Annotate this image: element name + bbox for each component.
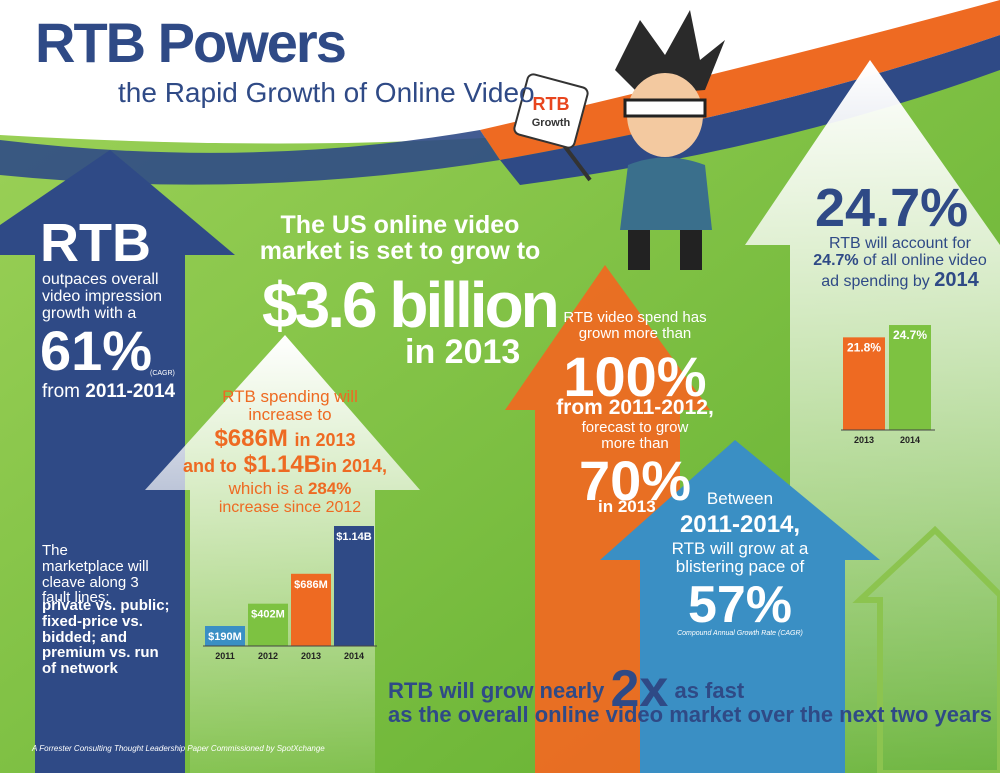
character — [615, 10, 725, 270]
figure: $686M — [214, 425, 288, 452]
spend-figure-2: 70% — [578, 449, 692, 512]
spend-lead: RTB video spend has grown more than — [563, 309, 707, 342]
badge-bottom: Growth — [532, 117, 571, 129]
bar — [291, 573, 331, 646]
spend-figure-1: 100% — [563, 345, 707, 408]
subtitle: the Rapid Growth of Online Video — [118, 77, 535, 108]
category-label: 2012 — [258, 651, 278, 661]
category-label: 2011 — [215, 651, 235, 661]
category-label: 2013 — [301, 651, 321, 661]
pace-note: Compound Annual Growth Rate (CAGR) — [677, 630, 803, 637]
impressions-figure: 61% — [40, 319, 153, 382]
spend-period: from 2011-2012, — [556, 396, 714, 419]
lead: RTB will grow nearly — [388, 678, 605, 703]
tail: as fast — [674, 678, 745, 703]
footer: A Forrester Consulting Thought Leadershi… — [32, 744, 325, 753]
marketplace-text: The marketplace will cleave along 3 faul… — [42, 542, 149, 607]
impressions-note: (CAGR) — [150, 370, 175, 377]
blue-arrow — [600, 440, 880, 773]
badge-top: RTB — [533, 94, 570, 114]
bar-label: $686M — [294, 579, 328, 591]
text: of all online video ad spending by — [821, 251, 987, 290]
which: which is a — [228, 479, 304, 498]
bar — [248, 603, 288, 646]
title: RTB Powers — [35, 11, 347, 74]
bottom-line-1: RTB will grow nearly 2x as fast — [388, 662, 744, 717]
white-arrow-center — [145, 335, 420, 773]
category-label: 2014 — [900, 435, 920, 445]
bar-label: $190M — [208, 631, 242, 643]
period: 2011-2014 — [85, 381, 176, 402]
year: in 2014, — [321, 456, 388, 476]
pace-lead: Between — [706, 489, 774, 508]
figure: 284% — [307, 479, 352, 498]
pace-period: 2011-2014, — [679, 511, 801, 538]
and: and to — [182, 456, 237, 476]
figure: 24.7% — [813, 251, 859, 269]
year: 2014 — [934, 268, 979, 291]
bar — [889, 325, 931, 430]
outline-arrow — [852, 525, 1000, 773]
bar-label: 24.7% — [893, 328, 927, 342]
blue-swoosh — [500, 35, 1000, 185]
impressions-period: from 2011-2014 — [42, 382, 175, 402]
pace-text: RTB will grow at a blistering pace of — [671, 539, 809, 576]
spending-line-2: and to $1.14Bin 2014, — [155, 452, 415, 477]
bar — [843, 337, 885, 430]
bar-label: 21.8% — [847, 340, 881, 354]
marketplace-points: private vs. public; fixed-price vs. bidd… — [42, 597, 170, 677]
bar-label: $402M — [251, 609, 285, 621]
category-label: 2014 — [344, 651, 364, 661]
spending-tail: increase since 2012 — [218, 499, 362, 516]
impressions-lead: RTB — [40, 213, 151, 273]
bottom-line-2: as the overall online video market over … — [388, 702, 993, 727]
spend-year: in 2013 — [598, 497, 656, 516]
bar — [334, 526, 374, 646]
badge: RTB Growth — [513, 73, 592, 182]
lead: RTB will account for — [829, 235, 971, 252]
bar — [205, 626, 245, 646]
market-text: The US online video market is set to gro… — [259, 211, 541, 266]
orange-swoosh — [480, 0, 1000, 160]
pace-figure: 57% — [687, 576, 793, 634]
share-figure: 24.7% — [815, 178, 969, 238]
figure: 2x — [610, 660, 669, 718]
category-label: 2013 — [854, 435, 874, 445]
blue-arrow-left — [0, 150, 235, 773]
charts: $190M 2011 $402M 2012 $686M 2013 $1.14B 2014 21.… — [203, 325, 935, 661]
impressions-text: outpaces overall video impression growth… — [42, 271, 163, 322]
from: from — [42, 381, 80, 402]
bar-label: $1.14B — [336, 531, 372, 543]
year: in 2013 — [294, 430, 356, 450]
share-text: RTB will account for 24.7% of all online… — [805, 235, 995, 291]
figure: $1.14B — [243, 451, 321, 478]
spend-forecast: forecast to grow more than — [581, 419, 689, 452]
spending-lead: RTB spending will increase to — [222, 387, 358, 424]
spending-line-3: which is a 284% — [170, 480, 410, 498]
market-figure: $3.6 billion — [262, 269, 560, 341]
market-year: in 2013 — [405, 333, 521, 371]
spending-line-1: $686M in 2013 — [160, 426, 410, 451]
